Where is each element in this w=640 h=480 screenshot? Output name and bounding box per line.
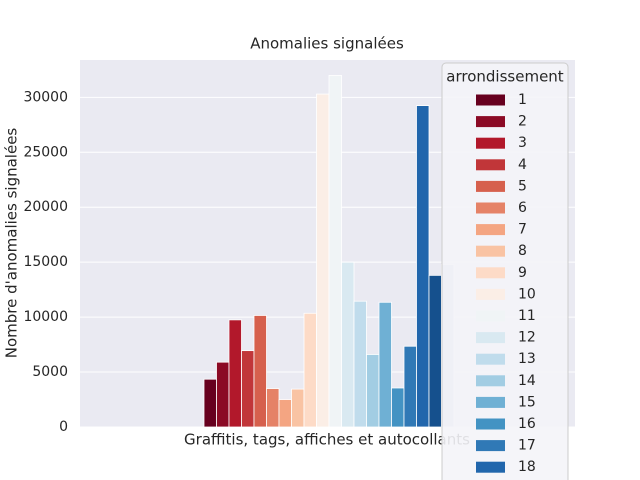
bar [416,105,430,428]
legend-title: arrondissement [446,68,564,86]
legend-swatch [476,159,505,171]
legend-swatch [476,418,505,430]
legend-label: 18 [518,459,536,475]
legend-swatch [476,375,505,387]
legend-label: 17 [518,438,536,454]
legend-swatch [476,332,505,344]
chart-title: Anomalies signalées [250,35,404,53]
bar [403,345,417,428]
bar [203,378,217,428]
legend-swatch [476,267,505,279]
legend-label: 15 [518,394,536,410]
legend-swatch [476,310,505,322]
legend-label: 8 [518,243,527,259]
legend-label: 11 [518,308,536,324]
legend-label: 1 [518,92,527,108]
bar [253,315,267,428]
bar [266,388,280,428]
legend-swatch [476,396,505,408]
bar [278,399,292,428]
bar [228,319,242,428]
bar [341,261,355,428]
y-tick-label: 15000 [23,254,68,270]
legend-label: 7 [518,222,527,238]
legend-swatch [476,440,505,452]
legend-swatch [476,137,505,149]
legend-swatch [476,116,505,128]
legend-swatch [476,180,505,192]
legend-label: 3 [518,135,527,151]
y-tick-label: 30000 [23,89,68,105]
legend-swatch [476,245,505,257]
bar [316,93,330,428]
legend-swatch [476,353,505,365]
y-axis-label: Nombre d'anomalies signalées [3,128,21,359]
y-tick-label: 0 [59,419,68,435]
legend-swatch [476,288,505,300]
legend-swatch [476,224,505,236]
legend-label: 13 [518,351,536,367]
bar [353,300,367,428]
legend-label: 9 [518,265,527,281]
bar [291,388,305,428]
legend-swatch [476,202,505,214]
legend-label: 10 [518,286,536,302]
bar [216,361,230,428]
y-tick-label: 10000 [23,309,68,325]
legend-label: 12 [518,330,536,346]
x-tick-label: Graffitis, tags, affiches et autocollant… [184,431,470,449]
legend-label: 14 [518,373,536,389]
bar [328,74,342,428]
y-tick-label: 20000 [23,199,68,215]
legend-label: 4 [518,157,527,173]
bar [428,274,442,428]
legend-swatch [476,461,505,473]
y-tick-label: 25000 [23,144,68,160]
bar [241,350,255,428]
y-tick-label: 5000 [32,364,68,380]
bar [378,301,392,428]
legend-label: 5 [518,178,527,194]
bar [303,312,317,428]
legend-label: 2 [518,114,527,130]
bar [366,354,380,428]
bar [391,387,405,428]
legend-swatch [476,94,505,106]
legend-label: 6 [518,200,527,216]
legend-label: 16 [518,416,536,432]
